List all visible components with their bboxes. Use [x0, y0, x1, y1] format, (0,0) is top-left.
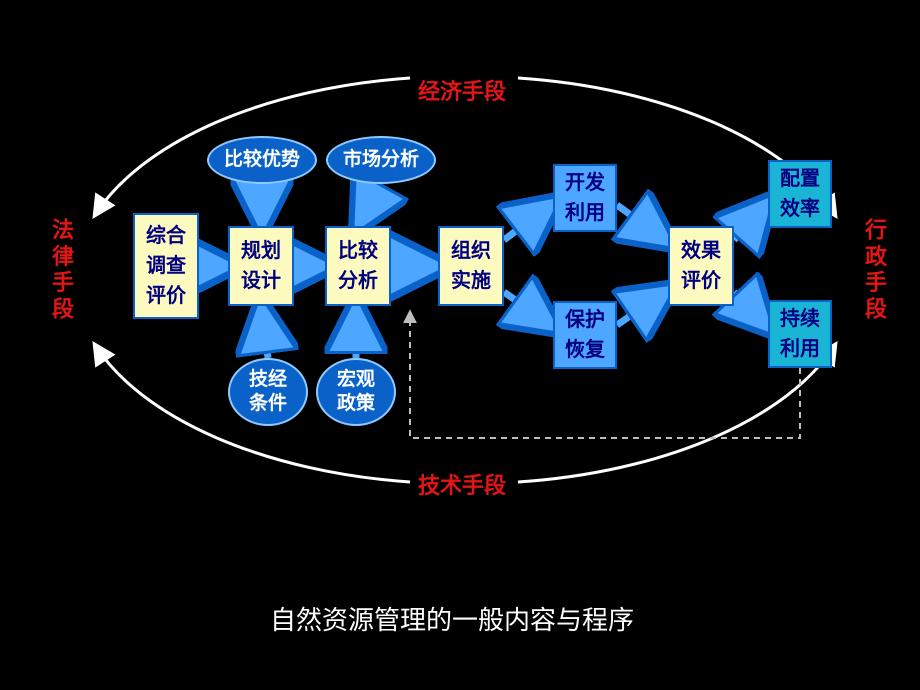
node-develop: 开发利用	[553, 164, 617, 232]
node-compare: 比较分析	[325, 226, 391, 306]
label-economic: 经济手段	[418, 74, 506, 106]
diagram-title: 自然资源管理的一般内容与程序	[270, 600, 634, 637]
label-legal: 法律手段	[45, 218, 77, 324]
node-alloc: 配置效率	[768, 160, 832, 228]
node-sustain: 持续利用	[768, 300, 832, 368]
node-implement: 组织实施	[438, 226, 504, 306]
node-market: 市场分析	[326, 136, 436, 184]
node-advantage: 比较优势	[207, 136, 317, 184]
node-tech: 技经条件	[228, 358, 308, 426]
node-survey: 综合调查评价	[133, 213, 199, 319]
node-protect: 保护恢复	[553, 301, 617, 369]
label-admin: 行政手段	[858, 218, 890, 324]
node-evaluate: 效果评价	[668, 226, 734, 306]
node-plan: 规划设计	[228, 226, 294, 306]
label-technical: 技术手段	[418, 468, 506, 500]
node-macro: 宏观政策	[316, 358, 396, 426]
